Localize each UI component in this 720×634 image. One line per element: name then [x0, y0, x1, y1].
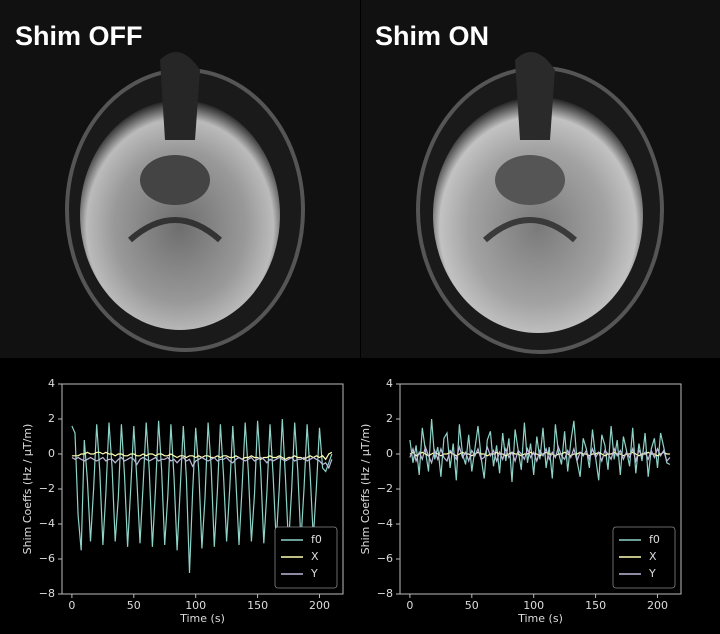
x-tick-label: 200 — [647, 599, 668, 612]
x-tick-label: 200 — [309, 599, 330, 612]
line-series — [409, 418, 671, 483]
y-tick-label: −4 — [39, 517, 55, 530]
legend-label: f0 — [311, 533, 322, 546]
x-tick-label: 100 — [523, 599, 544, 612]
panel-title: Shim ON — [375, 21, 489, 51]
y-tick-label: −2 — [39, 482, 55, 495]
mri-image — [416, 52, 664, 354]
x-tick-label: 0 — [406, 599, 413, 612]
x-tick-label: 50 — [127, 599, 141, 612]
y-tick-label: 4 — [48, 377, 55, 390]
y-tick-label: −6 — [377, 552, 393, 565]
legend-label: X — [311, 550, 319, 563]
y-axis-label: Shim Coeffs (Hz / μT/m) — [21, 424, 34, 555]
y-tick-label: 0 — [48, 447, 55, 460]
legend-label: Y — [648, 567, 656, 580]
panel-title: Shim OFF — [15, 21, 143, 51]
y-tick-label: 0 — [386, 447, 393, 460]
y-tick-label: 4 — [386, 377, 393, 390]
y-tick-label: −8 — [39, 587, 55, 600]
x-tick-label: 150 — [585, 599, 606, 612]
legend-label: f0 — [649, 533, 660, 546]
legend-box — [274, 526, 338, 589]
line-series — [409, 444, 671, 465]
y-tick-label: 2 — [48, 412, 55, 425]
y-tick-label: −2 — [377, 482, 393, 495]
x-tick-label: 0 — [68, 599, 75, 612]
x-tick-label: 150 — [247, 599, 268, 612]
x-axis-label: Time (s) — [179, 612, 225, 625]
x-tick-label: 100 — [185, 599, 206, 612]
y-tick-label: 2 — [386, 412, 393, 425]
legend-label: Y — [310, 567, 318, 580]
y-tick-label: −4 — [377, 517, 393, 530]
mri-image — [65, 52, 305, 352]
line-series — [71, 456, 333, 470]
x-axis-label: Time (s) — [517, 612, 563, 625]
legend-label: X — [649, 550, 657, 563]
y-tick-label: −6 — [39, 552, 55, 565]
y-axis-label: Shim Coeffs (Hz / μT/m) — [359, 424, 372, 555]
legend-box — [612, 526, 676, 589]
x-tick-label: 50 — [465, 599, 479, 612]
y-tick-label: −8 — [377, 587, 393, 600]
